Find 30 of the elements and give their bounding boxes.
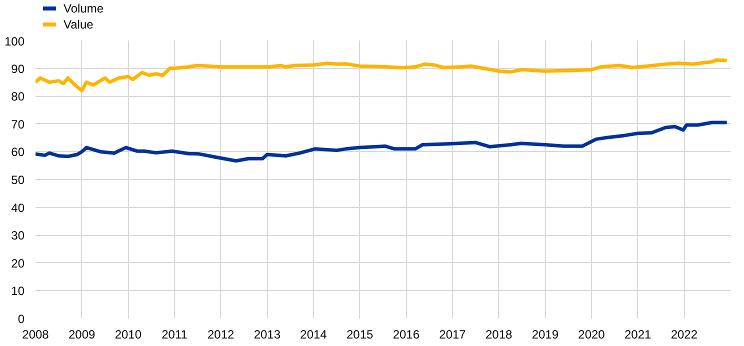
x-tick-label: 2010 (114, 328, 142, 342)
y-tick-label: 70 (11, 117, 25, 132)
y-tick-label: 30 (11, 228, 25, 243)
x-tick-label: 2015 (346, 328, 374, 342)
legend-label: Value (64, 18, 94, 32)
line-series (36, 120, 729, 163)
x-tick-label: 2012 (207, 328, 235, 342)
line-series (36, 58, 729, 92)
x-tick-label: 2014 (300, 328, 328, 342)
y-tick-label: 10 (11, 284, 25, 298)
x-tick-label: 2016 (392, 328, 420, 342)
x-tick-label: 2020 (578, 328, 606, 342)
x-tick-label: 2008 (22, 328, 50, 342)
legend-label: Volume (64, 2, 104, 16)
y-tick-label: 90 (11, 62, 25, 76)
x-tick-label: 2021 (624, 328, 652, 342)
y-tick-label: 100 (4, 34, 25, 48)
x-tick-label: 2011 (162, 328, 188, 342)
y-tick-label: 60 (11, 145, 25, 160)
y-tick-label: 80 (11, 90, 25, 104)
x-tick-label: 2013 (254, 328, 281, 342)
x-tick-label: 2018 (485, 328, 513, 342)
y-tick-label: 40 (11, 200, 25, 215)
x-tick-label: 2017 (439, 328, 466, 342)
y-tick-label: 20 (11, 256, 25, 270)
x-tick-label: 2022 (670, 328, 698, 342)
x-tick-label: 2009 (68, 328, 96, 342)
y-tick-label: 0 (18, 312, 25, 326)
y-tick-label: 50 (11, 173, 25, 187)
x-tick-label: 2019 (532, 328, 559, 342)
